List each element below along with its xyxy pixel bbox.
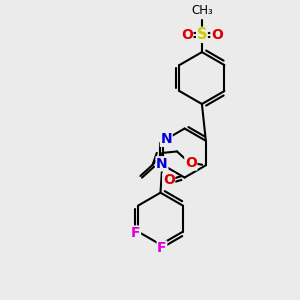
- Text: F: F: [157, 241, 167, 255]
- Text: F: F: [131, 226, 140, 240]
- Text: S: S: [197, 27, 207, 42]
- Text: CH₃: CH₃: [191, 4, 213, 17]
- Text: O: O: [211, 28, 223, 42]
- Text: O: O: [163, 173, 175, 188]
- Text: N: N: [160, 132, 172, 146]
- Text: O: O: [185, 156, 197, 170]
- Text: O: O: [181, 28, 193, 42]
- Text: N: N: [156, 157, 168, 171]
